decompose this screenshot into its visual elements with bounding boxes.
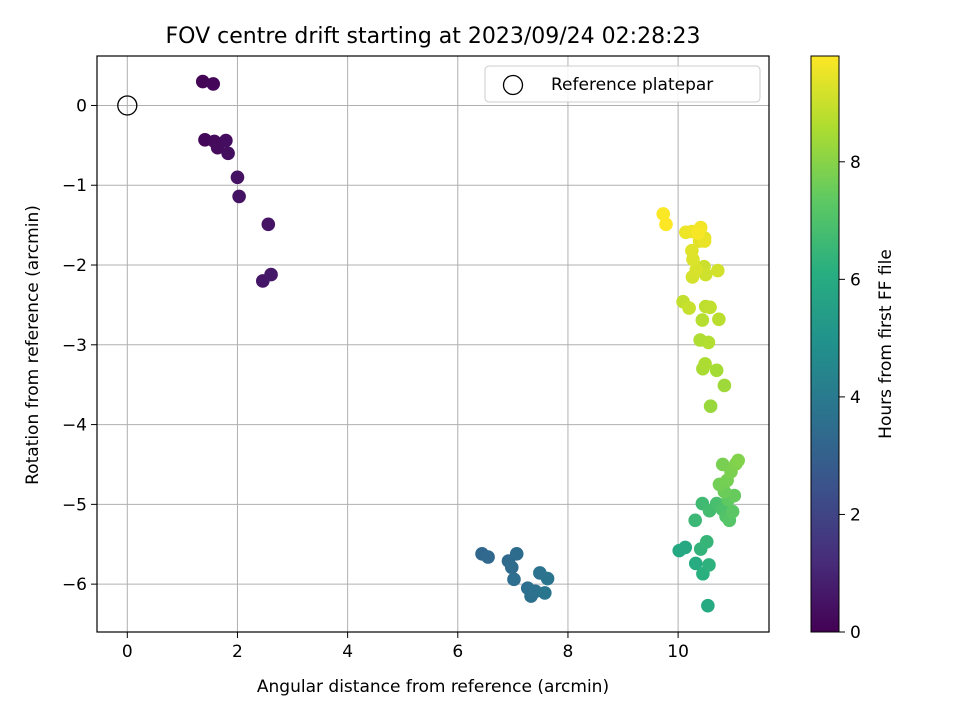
data-point [689, 263, 704, 277]
data-point [509, 547, 524, 561]
y-tick-label: −2 [62, 256, 87, 276]
x-axis-label: Angular distance from reference (arcmin) [257, 677, 609, 697]
x-axis-ticks: 0 2 4 6 8 10 [122, 632, 689, 662]
data-point [701, 335, 716, 350]
colorbar-tick-label: 8 [850, 153, 861, 173]
colorbar-tick-label: 2 [850, 505, 861, 525]
data-point [685, 243, 699, 258]
colorbar-label: Hours from first FF file [876, 249, 896, 439]
y-tick-label: −5 [62, 495, 87, 515]
data-point [230, 170, 245, 185]
data-point [682, 301, 696, 315]
plot-frame [96, 55, 770, 633]
data-point [232, 189, 246, 204]
data-point [701, 598, 715, 613]
data-point [504, 560, 519, 575]
legend: Reference platepar [484, 65, 761, 103]
y-tick-label: 0 [76, 96, 87, 116]
data-point [731, 453, 745, 468]
legend-reference-marker [502, 74, 524, 96]
data-point [678, 540, 693, 555]
y-tick-label: −4 [62, 416, 87, 436]
grid-lines [97, 56, 769, 632]
data-point [703, 399, 718, 414]
data-point [725, 504, 740, 519]
data-point [703, 300, 717, 315]
legend-box [484, 65, 761, 103]
x-tick-label: 8 [563, 642, 574, 662]
colorbar-tick-label: 4 [850, 388, 861, 408]
x-tick-label: 6 [452, 642, 463, 662]
data-point [540, 571, 555, 586]
data-point [702, 558, 716, 572]
chart-title: FOV centre drift starting at 2023/09/24 … [166, 24, 701, 49]
data-point [206, 77, 221, 91]
data-point [659, 217, 673, 232]
y-tick-label: −3 [62, 336, 87, 356]
data-point [709, 363, 724, 378]
data-point [699, 535, 714, 549]
y-axis-ticks: 0 −1 −2 −3 −4 −5 −6 [62, 96, 97, 595]
x-tick-label: 2 [232, 642, 243, 662]
data-point [691, 226, 705, 240]
data-point [195, 74, 210, 89]
y-tick-label: −1 [62, 176, 87, 196]
legend-label: Reference platepar [551, 75, 713, 95]
data-point [656, 207, 671, 221]
data-point [219, 133, 233, 148]
y-axis-label: Rotation from reference (arcmin) [23, 205, 43, 485]
reference-point-marker [117, 95, 138, 116]
data-point [717, 378, 732, 393]
data-point [507, 572, 521, 587]
colorbar-ticks: 0 2 4 6 8 [839, 153, 861, 643]
data-point [698, 357, 712, 371]
data-point [261, 217, 276, 232]
data-points [195, 74, 745, 613]
data-point [221, 146, 235, 161]
data-point [264, 267, 278, 282]
data-point [695, 313, 710, 327]
x-tick-label: 10 [667, 642, 689, 662]
data-point [481, 550, 495, 564]
reference-marker-layer [117, 95, 138, 116]
data-point [688, 556, 703, 571]
data-point [710, 263, 725, 278]
x-tick-label: 4 [342, 642, 353, 662]
y-tick-label: −6 [62, 575, 87, 595]
data-point [538, 586, 552, 600]
colorbar [810, 55, 840, 633]
colorbar-tick-label: 0 [850, 623, 861, 643]
data-point [688, 513, 702, 528]
data-point [712, 312, 726, 327]
colorbar-tick-label: 6 [850, 270, 861, 290]
x-tick-label: 0 [122, 642, 133, 662]
